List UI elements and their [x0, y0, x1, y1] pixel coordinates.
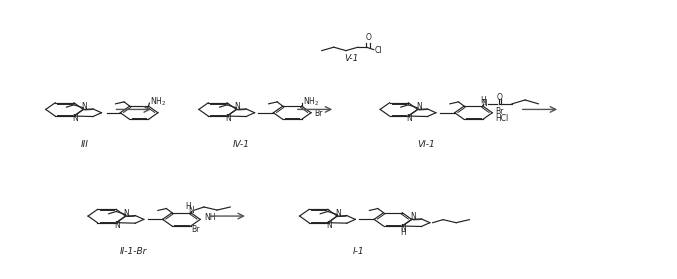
Text: N: N — [72, 114, 78, 123]
Text: N: N — [114, 221, 120, 230]
Text: Br: Br — [314, 109, 322, 118]
Text: II-1-Br: II-1-Br — [120, 247, 148, 256]
Text: IV-1: IV-1 — [233, 140, 250, 150]
Text: O: O — [366, 33, 372, 42]
Text: Br: Br — [495, 107, 504, 116]
Text: N: N — [481, 99, 487, 108]
Text: N: N — [234, 102, 240, 111]
Text: N: N — [406, 114, 412, 123]
Text: N: N — [225, 114, 231, 123]
Text: N: N — [124, 209, 129, 218]
Text: NH$_2$: NH$_2$ — [150, 96, 167, 108]
Text: H: H — [400, 228, 406, 237]
Text: N: N — [326, 221, 332, 230]
Text: III: III — [81, 140, 89, 150]
Text: N: N — [188, 206, 194, 215]
Text: V-1: V-1 — [345, 54, 359, 62]
Text: I-1: I-1 — [353, 247, 364, 256]
Text: Br: Br — [192, 225, 200, 234]
Text: NH: NH — [204, 213, 215, 222]
Text: N: N — [335, 209, 341, 218]
Text: N: N — [410, 212, 416, 221]
Text: H: H — [185, 202, 191, 211]
Text: N: N — [81, 102, 87, 111]
Text: N: N — [400, 224, 406, 233]
Text: NH$_2$: NH$_2$ — [303, 95, 319, 108]
Text: Cl: Cl — [374, 46, 382, 55]
Text: H: H — [480, 96, 486, 105]
Text: HCl: HCl — [495, 114, 508, 122]
Text: N: N — [416, 102, 422, 111]
Text: O: O — [497, 93, 503, 102]
Text: VI-1: VI-1 — [417, 140, 435, 150]
